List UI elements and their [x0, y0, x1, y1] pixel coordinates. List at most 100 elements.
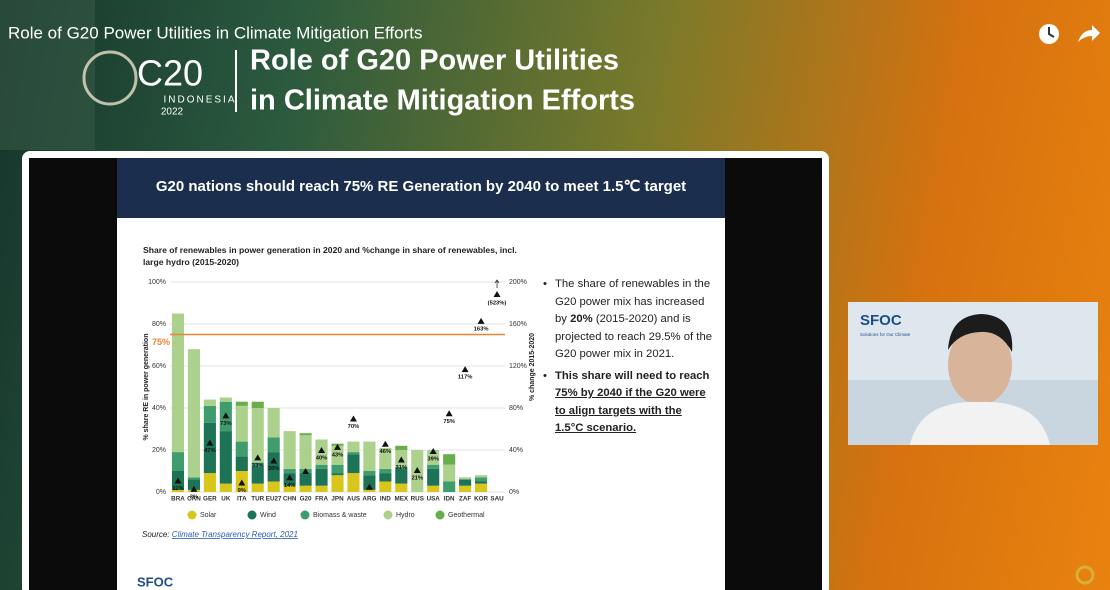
bar-segment — [300, 486, 312, 492]
x-tick-label: IND — [380, 496, 391, 503]
webcam-logo: SFOC — [860, 312, 902, 329]
logo-year: 2022 — [161, 107, 184, 118]
change-label: 31% — [396, 465, 408, 471]
bar-segment — [204, 473, 216, 492]
x-tick-label: AUS — [347, 496, 360, 503]
bar-segment — [395, 446, 407, 450]
y-tick-label: 80% — [152, 321, 166, 328]
bar-segment — [268, 437, 280, 452]
legend-swatch — [384, 511, 393, 520]
y-tick-label: 40% — [152, 405, 166, 412]
bar-segment — [268, 482, 280, 493]
x-tick-label: IDN — [444, 496, 455, 503]
x-tick-label: SAU — [490, 496, 504, 503]
logo-text: C20 — [137, 53, 203, 94]
x-tick-label: ZAF — [459, 496, 471, 503]
bar-segment — [379, 469, 391, 473]
change-label: 14% — [284, 483, 296, 489]
slide-header: G20 nations should reach 75% RE Generati… — [156, 178, 686, 195]
y2-tick-label: 80% — [509, 405, 523, 412]
x-tick-label: G20 — [300, 496, 312, 503]
change-label: 30% — [268, 466, 280, 472]
change-label: 40% — [316, 456, 328, 462]
bar-segment — [220, 398, 232, 402]
legend-label: Hydro — [396, 512, 415, 519]
change-label: 33% — [252, 463, 264, 469]
bar-segment — [204, 400, 216, 406]
x-tick-label: UK — [221, 496, 231, 503]
bar-segment — [443, 454, 455, 465]
legend-label: Wind — [260, 512, 276, 519]
slide-footer-logo: SFOC — [137, 574, 174, 589]
bar-segment — [331, 473, 343, 475]
bullet-text: This share will need to reach — [555, 370, 709, 382]
legend-swatch — [436, 511, 445, 520]
bar-segment — [300, 433, 312, 435]
bar-segment — [252, 402, 264, 408]
bar-segment — [331, 475, 343, 492]
bar-segment — [459, 486, 471, 492]
bar-segment — [363, 442, 375, 471]
bar-segment — [443, 482, 455, 493]
bar-segment — [331, 465, 343, 473]
bar-segment — [284, 431, 296, 469]
x-tick-label: USA — [427, 496, 441, 503]
bar-segment — [172, 452, 184, 471]
chart-title: Share of renewables in power generation … — [143, 244, 523, 268]
bar-segment — [236, 456, 248, 471]
bar-segment — [347, 442, 359, 453]
bar-segment — [475, 475, 487, 477]
x-tick-label: TUR — [251, 496, 264, 503]
change-label: 11% — [172, 486, 183, 492]
change-label: 163% — [474, 326, 489, 332]
bar-segment — [379, 473, 391, 481]
bullet-list: The share of renewables in the G20 power… — [543, 276, 713, 442]
banner-title: in Climate Mitigation Efforts — [250, 85, 635, 117]
y2-tick-label: 160% — [509, 321, 527, 328]
x-tick-label: CHN — [283, 496, 297, 503]
bar-segment — [347, 452, 359, 454]
bar-segment — [220, 484, 232, 492]
change-label: 47% — [204, 448, 216, 454]
bullet-text: 75% by 2040 if the G20 were to align tar… — [555, 387, 706, 434]
bar-segment — [204, 406, 216, 423]
y-tick-label: 100% — [148, 279, 166, 286]
x-tick-label: BRA — [171, 496, 185, 503]
bullet-text: 20% — [570, 313, 593, 325]
bar-segment — [427, 465, 439, 469]
share-icon[interactable] — [1078, 25, 1100, 42]
y-tick-label: 0% — [156, 489, 166, 496]
logo-sub: INDONESIA — [163, 95, 236, 106]
change-label: 9% — [238, 488, 246, 494]
y-tick-label: 20% — [152, 447, 166, 454]
banner-title: Role of G20 Power Utilities — [250, 45, 619, 77]
bar-segment — [315, 465, 327, 469]
channel-watermark — [1077, 567, 1093, 583]
bar-segment — [363, 471, 375, 475]
change-label: 21% — [411, 475, 423, 481]
source-link[interactable]: Climate Transparency Report, 2021 — [172, 530, 298, 539]
bar-segment — [427, 486, 439, 492]
bar-segment — [459, 477, 471, 479]
bar-segment — [475, 484, 487, 492]
legend-label: Geothermal — [448, 512, 485, 519]
legend-swatch — [301, 511, 310, 520]
bar-segment — [188, 477, 200, 479]
bar-segment — [252, 484, 264, 492]
x-tick-label: RUS — [411, 496, 424, 503]
change-label: 75% — [443, 419, 455, 425]
x-tick-label: FRA — [315, 496, 328, 503]
bar-segment — [300, 435, 312, 469]
bar-segment — [252, 467, 264, 484]
y2-tick-label: 120% — [509, 363, 527, 370]
bar-segment — [459, 479, 471, 485]
x-tick-label: JPN — [331, 496, 344, 503]
bullet: This share will need to reach 75% by 204… — [543, 368, 713, 438]
bar-segment — [300, 473, 312, 486]
bar-segment — [443, 465, 455, 482]
y2-tick-label: 40% — [509, 447, 523, 454]
x-tick-label: EU27 — [266, 496, 282, 503]
legend-label: Biomass & waste — [313, 512, 367, 519]
change-label: 70% — [348, 424, 360, 430]
bar-segment — [315, 486, 327, 492]
